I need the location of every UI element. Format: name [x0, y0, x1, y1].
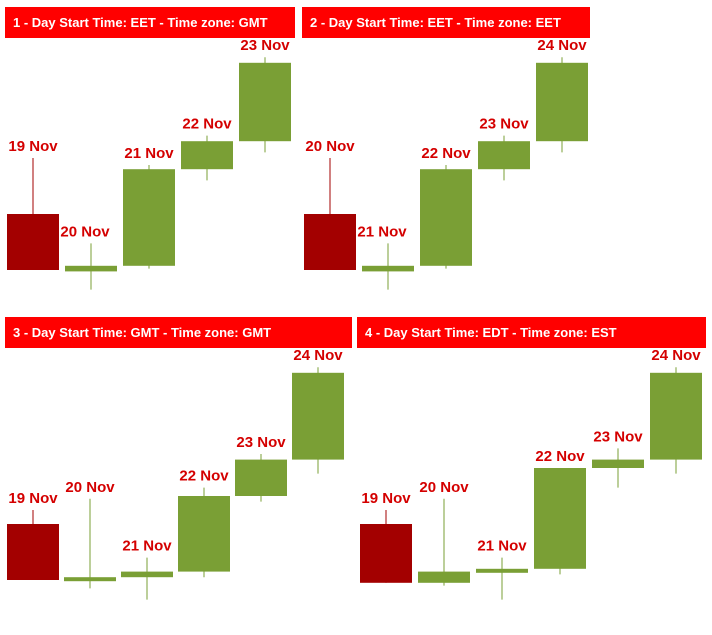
chart-title: 4 - Day Start Time: EDT - Time zone: EST	[365, 325, 617, 340]
candle-date-label: 22 Nov	[535, 448, 585, 465]
candle-date-label: 20 Nov	[305, 138, 355, 155]
candle-19-nov: 19 Nov	[360, 490, 412, 583]
chart-panel-3: 3 - Day Start Time: GMT - Time zone: GMT…	[5, 317, 352, 600]
candle-24-nov: 24 Nov	[292, 347, 344, 474]
candle-body	[420, 169, 472, 266]
chart-panel-2: 2 - Day Start Time: EET - Time zone: EET…	[302, 7, 590, 290]
candle-date-label: 21 Nov	[477, 538, 527, 555]
candle-date-label: 23 Nov	[593, 428, 643, 445]
candle-21-nov: 21 Nov	[121, 538, 173, 600]
candle-21-nov: 21 Nov	[123, 145, 175, 269]
candle-body	[362, 265, 414, 272]
candle-date-label: 22 Nov	[421, 145, 471, 162]
chart-title: 3 - Day Start Time: GMT - Time zone: GMT	[13, 325, 271, 340]
candle-19-nov: 19 Nov	[7, 490, 59, 580]
candle-date-label: 19 Nov	[8, 490, 58, 507]
candle-date-label: 24 Nov	[293, 347, 343, 364]
candle-20-nov: 20 Nov	[304, 138, 356, 270]
candle-date-label: 24 Nov	[537, 37, 587, 54]
candle-body	[478, 141, 530, 170]
candle-23-nov: 23 Nov	[592, 428, 644, 488]
candle-20-nov: 20 Nov	[64, 479, 116, 589]
candle-date-label: 21 Nov	[122, 538, 172, 555]
chart-title-background	[5, 7, 295, 38]
candle-19-nov: 19 Nov	[7, 138, 59, 270]
chart-panel-4: 4 - Day Start Time: EDT - Time zone: EST…	[357, 317, 706, 600]
candle-22-nov: 22 Nov	[534, 448, 586, 575]
candle-body	[360, 524, 412, 583]
candle-body	[7, 214, 59, 270]
chart-title-background	[302, 7, 590, 38]
candle-date-label: 19 Nov	[8, 138, 58, 155]
candle-body	[536, 62, 588, 142]
candle-body	[418, 571, 470, 583]
candle-date-label: 22 Nov	[179, 468, 229, 485]
candle-body	[476, 568, 528, 573]
candle-date-label: 20 Nov	[65, 479, 115, 496]
candle-date-label: 21 Nov	[124, 145, 174, 162]
candle-24-nov: 24 Nov	[536, 37, 588, 153]
candle-date-label: 23 Nov	[240, 37, 290, 54]
candle-body	[64, 577, 116, 582]
candle-body	[292, 372, 344, 460]
candle-body	[235, 459, 287, 496]
candle-20-nov: 20 Nov	[418, 479, 470, 586]
candle-23-nov: 23 Nov	[478, 116, 530, 181]
candle-date-label: 20 Nov	[419, 479, 469, 496]
candle-date-label: 19 Nov	[361, 490, 411, 507]
candle-body	[121, 571, 173, 578]
candle-date-label: 21 Nov	[357, 223, 407, 240]
candle-body	[123, 169, 175, 266]
chart-panel-1: 1 - Day Start Time: EET - Time zone: GMT…	[5, 7, 295, 290]
candle-body	[7, 524, 59, 580]
candle-body	[304, 214, 356, 270]
chart-title: 1 - Day Start Time: EET - Time zone: GMT	[13, 15, 268, 30]
candle-22-nov: 22 Nov	[420, 145, 472, 269]
candle-22-nov: 22 Nov	[178, 468, 230, 578]
candle-date-label: 24 Nov	[651, 347, 701, 364]
candle-23-nov: 23 Nov	[235, 434, 287, 502]
candle-24-nov: 24 Nov	[650, 347, 702, 474]
candle-body	[181, 141, 233, 170]
candle-20-nov: 20 Nov	[60, 223, 117, 290]
candle-22-nov: 22 Nov	[181, 116, 233, 181]
candle-21-nov: 21 Nov	[357, 223, 414, 290]
candle-body	[65, 265, 117, 272]
chart-title: 2 - Day Start Time: EET - Time zone: EET	[310, 15, 561, 30]
candle-date-label: 20 Nov	[60, 223, 110, 240]
candle-body	[178, 496, 230, 572]
chart-title-background	[357, 317, 706, 348]
chart-title-background	[5, 317, 352, 348]
candle-body	[650, 372, 702, 460]
candle-body	[239, 62, 291, 142]
candle-date-label: 22 Nov	[182, 116, 232, 133]
candle-date-label: 23 Nov	[479, 116, 529, 133]
candle-body	[592, 459, 644, 468]
candle-21-nov: 21 Nov	[476, 538, 528, 600]
candle-body	[534, 468, 586, 569]
candle-date-label: 23 Nov	[236, 434, 286, 451]
candle-23-nov: 23 Nov	[239, 37, 291, 153]
